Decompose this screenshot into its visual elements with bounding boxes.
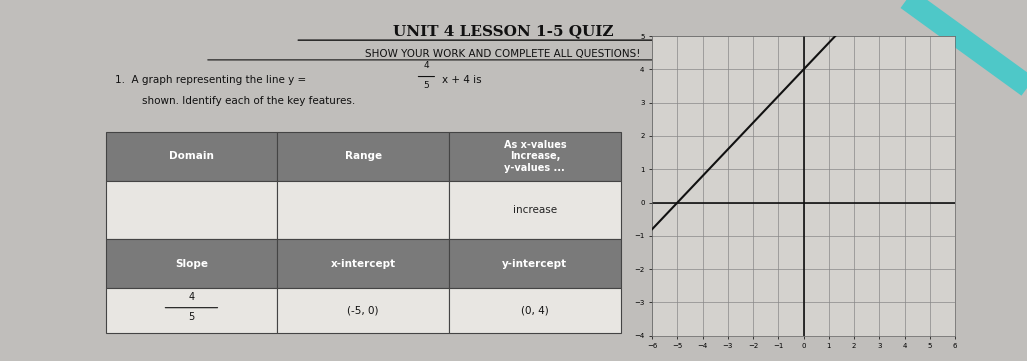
FancyBboxPatch shape — [106, 180, 277, 239]
FancyBboxPatch shape — [106, 132, 277, 180]
Text: (0, 4): (0, 4) — [521, 305, 548, 316]
Text: Slope: Slope — [175, 259, 207, 269]
Text: shown. Identify each of the key features.: shown. Identify each of the key features… — [142, 96, 355, 106]
Text: 1.  A graph representing the line y =: 1. A graph representing the line y = — [115, 75, 309, 85]
Text: (-5, 0): (-5, 0) — [347, 305, 379, 316]
FancyBboxPatch shape — [277, 288, 449, 333]
Text: x + 4 is: x + 4 is — [442, 75, 482, 85]
Text: Domain: Domain — [169, 151, 214, 161]
Text: 5: 5 — [423, 81, 429, 90]
Text: 4: 4 — [188, 292, 194, 302]
FancyBboxPatch shape — [277, 180, 449, 239]
FancyBboxPatch shape — [449, 180, 620, 239]
Text: 4: 4 — [423, 61, 429, 70]
Text: x-intercept: x-intercept — [331, 259, 395, 269]
Text: UNIT 4 LESSON 1-5 QUIZ: UNIT 4 LESSON 1-5 QUIZ — [393, 25, 613, 39]
FancyBboxPatch shape — [106, 288, 277, 333]
Text: increase: increase — [512, 205, 557, 215]
Text: As x-values
Increase,
y-values ...: As x-values Increase, y-values ... — [503, 140, 566, 173]
FancyBboxPatch shape — [277, 132, 449, 180]
Text: y-intercept: y-intercept — [502, 259, 568, 269]
FancyBboxPatch shape — [106, 239, 277, 288]
Text: SHOW YOUR WORK AND COMPLETE ALL QUESTIONS!: SHOW YOUR WORK AND COMPLETE ALL QUESTION… — [366, 49, 641, 59]
Text: Range: Range — [345, 151, 382, 161]
FancyBboxPatch shape — [449, 239, 620, 288]
Text: 5: 5 — [188, 312, 194, 322]
FancyBboxPatch shape — [277, 239, 449, 288]
FancyBboxPatch shape — [449, 132, 620, 180]
FancyBboxPatch shape — [449, 288, 620, 333]
